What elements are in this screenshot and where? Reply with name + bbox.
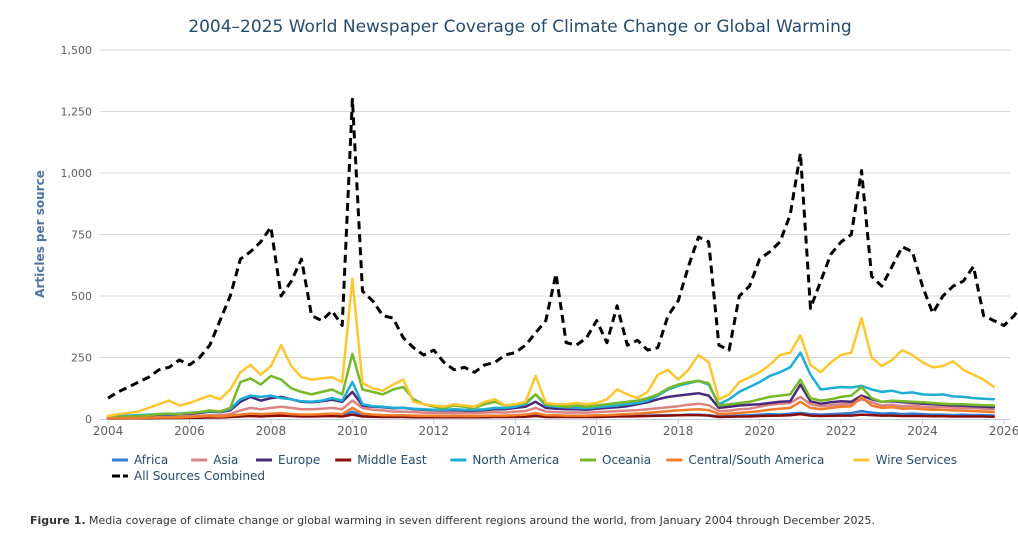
legend-item-africa[interactable]: Africa (112, 453, 168, 467)
x-tick-label: 2006 (174, 424, 205, 438)
legend-item-oceania[interactable]: Oceania (580, 453, 651, 467)
y-tick-label: 1,250 (61, 106, 93, 119)
legend-label: Wire Services (876, 453, 957, 467)
x-axis-ticks: 2004 2006 2008 2010 2012 2014 2016 2018 2020 2022… (93, 419, 1018, 438)
x-tick-label: 2004 (93, 424, 124, 438)
legend-item-asia[interactable]: Asia (191, 453, 238, 467)
legend-item-europe[interactable]: Europe (256, 453, 320, 467)
legend-label: All Sources Combined (134, 469, 265, 483)
x-tick-label: 2016 (581, 424, 612, 438)
legend-item-central-south-america[interactable]: Central/South America (666, 453, 824, 467)
legend-label: Central/South America (688, 453, 824, 467)
y-tick-label: 500 (71, 290, 92, 303)
legend-label: Europe (278, 453, 320, 467)
chart-title: 2004–2025 World Newspaper Coverage of Cl… (188, 17, 851, 37)
y-tick-label: 0 (85, 413, 92, 426)
x-tick-label: 2018 (663, 424, 694, 438)
legend-label: Middle East (357, 453, 427, 467)
legend-label: Africa (134, 453, 168, 467)
legend: Africa Asia Europe Middle East North America… (112, 453, 957, 483)
figure-caption: Figure 1. Media coverage of climate chan… (30, 514, 875, 527)
legend-item-wire-services[interactable]: Wire Services (853, 453, 957, 467)
legend-item-north-america[interactable]: North America (450, 453, 559, 467)
x-tick-label: 2024 (907, 424, 938, 438)
x-tick-label: 2008 (256, 424, 287, 438)
series-line-asia (106, 395, 996, 420)
x-tick-label: 2022 (826, 424, 857, 438)
y-tick-label: 1,000 (61, 167, 93, 180)
series-line-north-america (106, 351, 996, 418)
x-tick-label: 2010 (337, 424, 368, 438)
legend-item-all-sources-combined[interactable]: All Sources Combined (112, 469, 265, 483)
series-line-europe (106, 383, 996, 419)
y-tick-label: 1,500 (61, 44, 93, 57)
series-lines (106, 97, 1018, 420)
y-axis-label: Articles per source (33, 170, 47, 298)
series-line-wire-services (106, 277, 996, 418)
y-axis-ticks: 0 250 500 750 1,000 1,250 1,500 (61, 44, 93, 426)
x-tick-label: 2012 (419, 424, 450, 438)
y-tick-label: 250 (71, 352, 92, 365)
series-line-central-south-america (106, 395, 996, 420)
x-tick-label: 2020 (744, 424, 775, 438)
series-line-all-sources-combined (107, 97, 1018, 400)
legend-label: Oceania (602, 453, 651, 467)
legend-label: Asia (213, 453, 238, 467)
legend-label: North America (472, 453, 559, 467)
figure-caption-text: Media coverage of climate change or glob… (85, 514, 876, 527)
x-tick-label: 2026 (989, 424, 1018, 438)
figure-label: Figure 1. (30, 514, 86, 527)
y-tick-label: 750 (71, 229, 92, 242)
line-chart: 2004–2025 World Newspaper Coverage of Cl… (33, 17, 1018, 483)
x-tick-label: 2014 (500, 424, 531, 438)
legend-item-middle-east[interactable]: Middle East (335, 453, 427, 467)
series-line-middle-east (106, 412, 996, 420)
gridlines (100, 49, 1010, 358)
